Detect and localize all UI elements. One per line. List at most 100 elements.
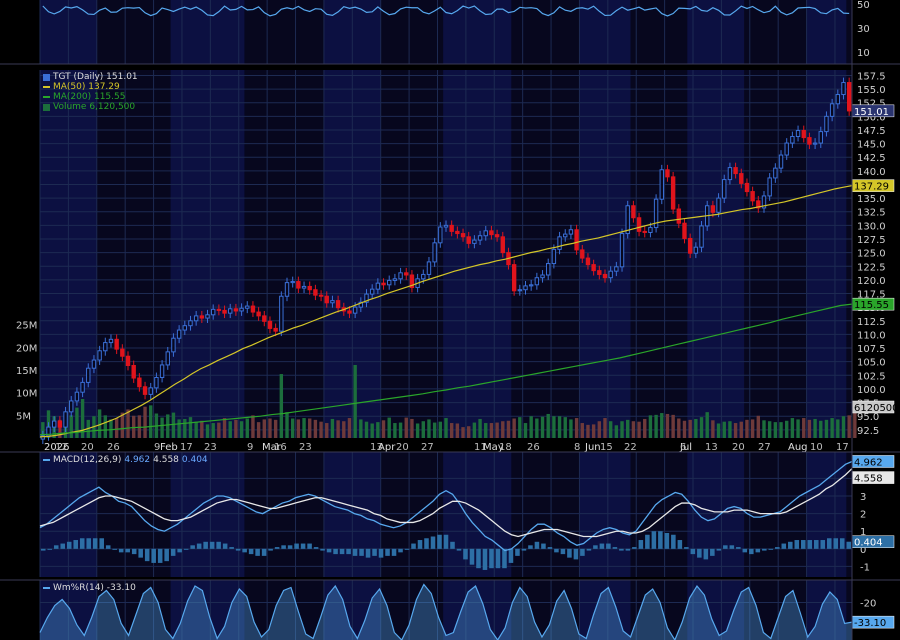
macd-histogram-bar	[235, 548, 241, 551]
macd-line-icon	[43, 459, 50, 461]
macd-histogram-bar	[619, 548, 624, 551]
macd-histogram-bar	[476, 548, 481, 569]
volume-bar	[109, 419, 113, 438]
day-label: 13	[705, 442, 718, 453]
macd-histogram-bar	[456, 548, 462, 551]
volume-bar	[364, 421, 369, 438]
macd-histogram-bar	[813, 540, 819, 549]
price-tick-label: 110.0	[857, 330, 886, 341]
macd-histogram-bar	[125, 548, 130, 553]
macd-histogram-bar	[495, 548, 501, 569]
candle-body	[97, 350, 102, 361]
volume-bar	[285, 412, 289, 438]
volume-bar	[302, 418, 306, 438]
price-tick-label: 152.5	[857, 99, 886, 110]
macd-histogram-bar	[690, 548, 696, 555]
candle-body	[91, 359, 97, 369]
macd-histogram-bar	[632, 547, 637, 549]
price-legend-label: TGT (Daily) 151.01	[53, 72, 138, 82]
price-tick-label: 140.0	[857, 167, 886, 178]
macd-histogram-bar	[534, 541, 540, 549]
volume-bar	[762, 420, 766, 438]
volume-bar	[330, 418, 335, 438]
candle-body	[426, 261, 432, 275]
candlestick-icon	[43, 73, 50, 81]
macd-histogram-bar	[170, 548, 176, 556]
volume-bar	[188, 417, 193, 438]
candle-body	[460, 233, 466, 238]
candle-body	[818, 131, 823, 144]
macd-histogram-bar	[684, 547, 689, 549]
macd-histogram-bar	[775, 547, 780, 549]
macd-histogram-bar	[144, 548, 150, 562]
macd-histogram-bar	[625, 548, 631, 551]
day-label: 27	[758, 442, 771, 453]
price-tick-label: 117.5	[857, 290, 886, 301]
volume-bar	[205, 424, 210, 438]
candle-body	[330, 300, 335, 304]
macd-histogram-bar	[333, 548, 338, 555]
candle-body	[398, 272, 403, 280]
candle-body	[687, 237, 693, 254]
macd-histogram-bar	[515, 548, 520, 556]
month-band-0-3	[443, 0, 512, 64]
macd-histogram-bar	[294, 543, 299, 549]
volume-bar	[256, 422, 261, 438]
top-oscillator-line	[42, 5, 850, 17]
candle-body	[369, 288, 375, 295]
volume-bar	[665, 413, 670, 438]
macd-histogram-bar	[638, 540, 644, 549]
candle-body	[750, 191, 755, 202]
ma50-badge: 137.29	[854, 182, 889, 193]
volume-bar	[654, 414, 658, 438]
macd-histogram-bar	[196, 543, 202, 549]
day-label: 15	[600, 442, 613, 453]
volume-bar	[103, 415, 108, 438]
macd-histogram-bar	[671, 534, 676, 549]
month-band-0-5	[687, 0, 745, 64]
candle-body	[40, 435, 46, 440]
volume-bar	[586, 424, 590, 438]
macd-histogram-bar	[839, 538, 845, 549]
volume-bar	[603, 418, 607, 438]
macd-hist-legend-value: 0.404	[181, 455, 208, 465]
ma200-legend-label: MA(200) 115.55	[53, 92, 126, 102]
month-label: Jun	[584, 442, 601, 453]
candle-body	[608, 270, 613, 279]
price-tick-label: 112.5	[857, 317, 886, 328]
candle-body	[795, 130, 801, 138]
macd-histogram-bar	[417, 540, 423, 549]
candle-body	[829, 103, 835, 117]
candle-body	[409, 274, 415, 289]
day-label: 8	[574, 442, 580, 453]
day-label: 13	[370, 442, 383, 453]
volume-bar	[660, 413, 664, 438]
volume-bar	[767, 421, 772, 438]
candle-body	[51, 420, 57, 428]
candle-body	[580, 249, 585, 259]
macd-histogram-bar	[502, 548, 507, 569]
candle-body	[120, 348, 125, 357]
price-tick-label: 125.0	[857, 249, 886, 260]
macd-histogram-bar	[801, 540, 806, 549]
macd-histogram-bar	[79, 538, 85, 549]
volume-bar	[455, 423, 460, 438]
candle-body	[631, 205, 636, 219]
macd-histogram-bar	[768, 548, 774, 550]
candle-body	[171, 337, 176, 353]
candle-body	[301, 285, 307, 289]
candle-body	[438, 226, 443, 244]
candle-body	[335, 300, 341, 309]
volume-bar	[279, 374, 284, 438]
willr-legend: Wm%R(14) -33.10	[43, 583, 136, 593]
candle-body	[352, 306, 358, 314]
macd-histogram-bar	[229, 547, 234, 549]
candle-body	[557, 236, 562, 250]
volume-bar	[597, 421, 602, 438]
macd-histogram-bar	[820, 540, 826, 549]
macd-histogram-bar	[645, 534, 650, 549]
macd-histogram-bar	[313, 547, 319, 549]
ma50-line	[39, 185, 853, 438]
day-label: 20	[732, 442, 745, 453]
